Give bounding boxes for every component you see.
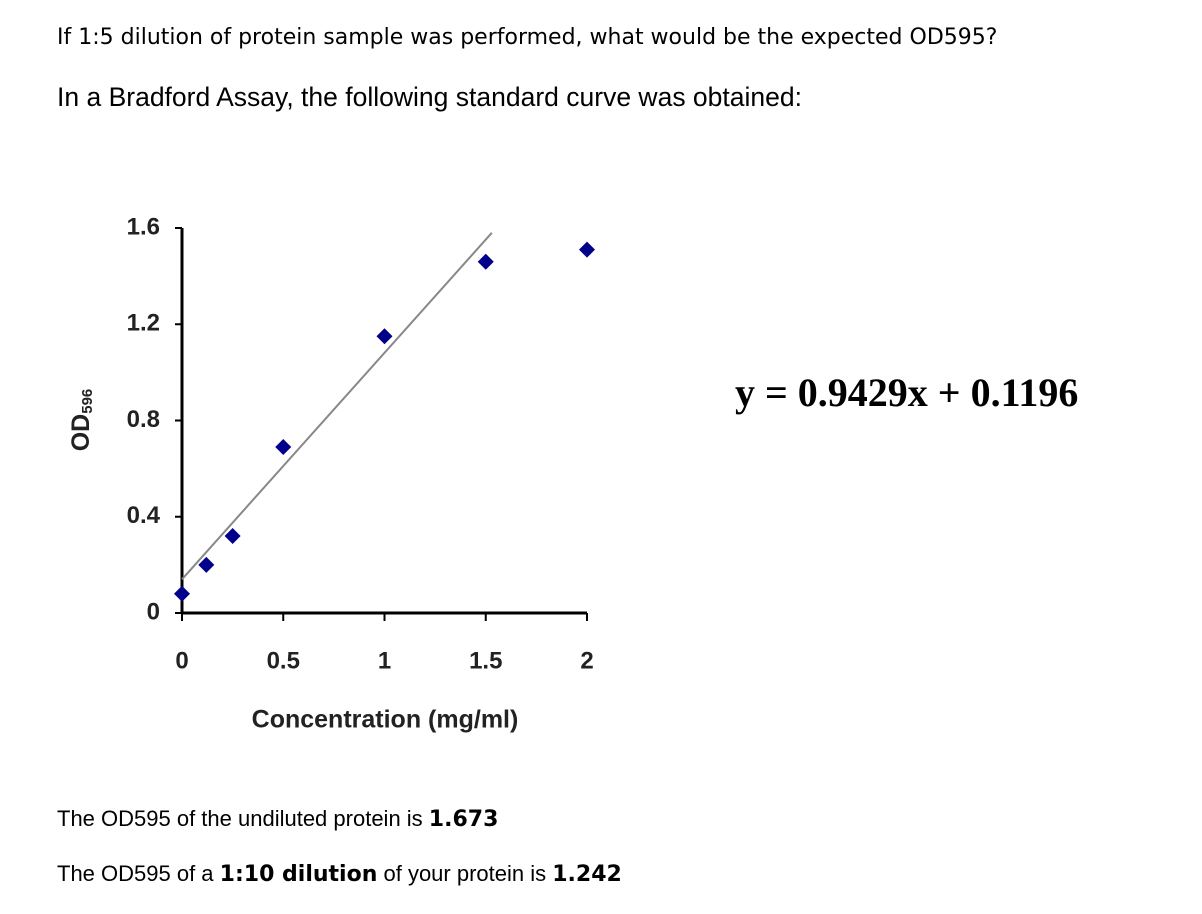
data-point (376, 328, 393, 345)
data-point (224, 528, 241, 544)
text-segment: The OD595 of the undiluted protein is (57, 806, 429, 831)
x-tick-label: 1 (378, 647, 391, 674)
x-tick-label: 1.5 (469, 647, 502, 674)
data-point (198, 556, 215, 573)
data-point (477, 253, 494, 270)
y-axis-label: OD596 (67, 389, 96, 452)
y-label-main: OD (67, 414, 95, 452)
data-point (579, 241, 595, 258)
text-segment: The OD595 of a (57, 861, 220, 886)
x-axis-label: Concentration (mg/ml) (252, 706, 519, 734)
data-point (174, 585, 190, 602)
y-tick-label: 0.8 (127, 406, 160, 433)
x-tick-label: 2 (580, 647, 593, 674)
trend-line (181, 232, 493, 580)
y-tick-label: 1.2 (127, 310, 160, 337)
question: If 1:5 dilution of protein sample was pe… (57, 25, 997, 50)
bold-value: 1.242 (552, 862, 622, 887)
text-segment: of your protein is (377, 861, 552, 886)
answer-line: The OD595 of the undiluted protein is 1.… (57, 806, 498, 832)
x-tick-label: 0 (175, 647, 188, 674)
data-point (275, 438, 292, 455)
x-tick-label: 0.5 (267, 647, 300, 674)
y-tick-label: 0 (147, 598, 160, 625)
bold-value: 1:10 dilution (220, 862, 378, 887)
y-tick-label: 0.4 (127, 502, 161, 529)
bold-value: 1.673 (429, 807, 499, 832)
y-tick-label: 1.6 (127, 213, 160, 240)
equation: y = 0.9429x + 0.1196 (735, 370, 1078, 415)
y-label-sub: 596 (79, 389, 96, 414)
answer-line: The OD595 of a 1:10 dilution of your pro… (57, 861, 622, 887)
intro: In a Bradford Assay, the following stand… (57, 82, 802, 112)
